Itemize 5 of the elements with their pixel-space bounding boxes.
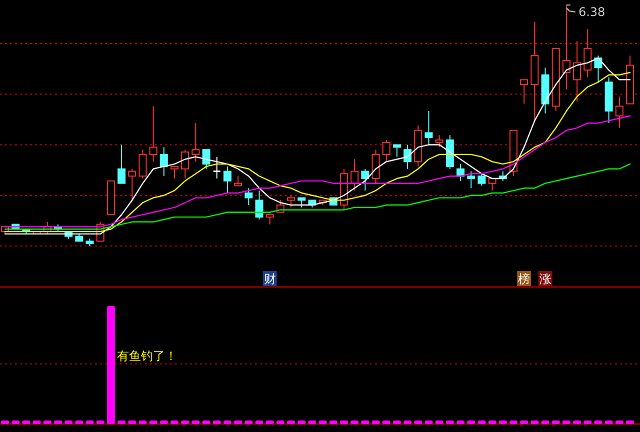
annotation: 6.38 xyxy=(578,5,606,19)
text: 财 xyxy=(264,272,276,286)
text: 榜 xyxy=(518,272,530,286)
annotation: 有鱼钓了！ xyxy=(116,349,177,363)
text: 涨 xyxy=(539,272,552,286)
